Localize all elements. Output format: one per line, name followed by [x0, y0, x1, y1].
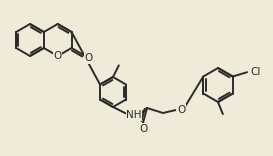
Text: NH: NH	[126, 110, 142, 120]
Text: O: O	[177, 105, 185, 115]
Text: Cl: Cl	[250, 67, 260, 77]
Text: O: O	[139, 124, 147, 134]
Text: O: O	[85, 53, 93, 63]
Text: O: O	[54, 51, 62, 61]
